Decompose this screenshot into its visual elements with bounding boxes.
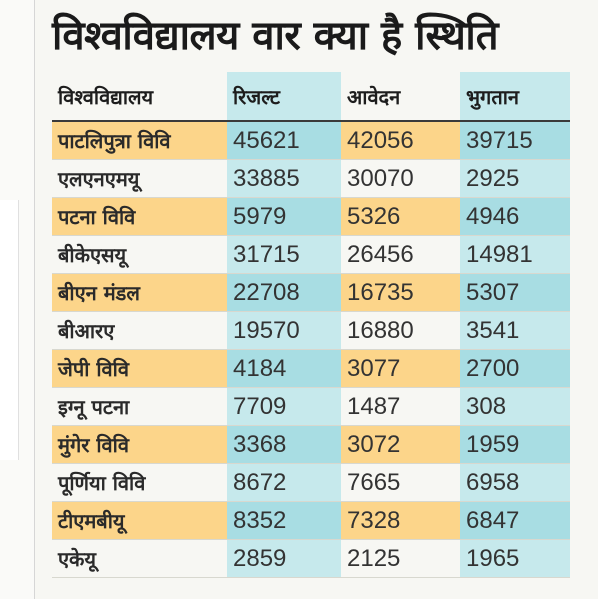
cell-result: 19570 (227, 311, 341, 350)
cell-payment: 1959 (460, 425, 570, 464)
table-row: पूर्णिया विवि 8672 7665 6958 (52, 463, 570, 502)
cell-university: एकेयू (52, 539, 227, 578)
cell-applications: 30070 (341, 159, 460, 198)
cell-university: मुंगेर विवि (52, 425, 227, 464)
cell-university: पूर्णिया विवि (52, 463, 227, 502)
table-row: पटना विवि 5979 5326 4946 (52, 197, 570, 236)
cell-applications: 5326 (341, 197, 460, 236)
cell-result: 33885 (227, 159, 341, 198)
cell-university: टीएमबीयू (52, 501, 227, 540)
cell-applications: 26456 (341, 235, 460, 274)
cell-payment: 2700 (460, 349, 570, 388)
university-table: विश्वविद्यालय रिजल्ट आवेदन भुगतान पाटलिप… (52, 72, 570, 578)
page-title: विश्वविद्यालय वार क्या है स्थिति (52, 13, 499, 59)
cell-result: 8672 (227, 463, 341, 502)
cell-payment: 308 (460, 387, 570, 426)
bottom-cut-text (40, 584, 580, 599)
cell-university: पटना विवि (52, 197, 227, 236)
cell-applications: 7328 (341, 501, 460, 540)
cell-university: जेपी विवि (52, 349, 227, 388)
table-row: बीकेएसयू 31715 26456 14981 (52, 235, 570, 274)
cell-result: 45621 (227, 121, 341, 160)
cell-applications: 3072 (341, 425, 460, 464)
table-row: एलएनएमयू 33885 30070 2925 (52, 159, 570, 198)
cell-result: 22708 (227, 273, 341, 312)
cell-applications: 1487 (341, 387, 460, 426)
table-row: पाटलिपुत्रा विवि 45621 42056 39715 (52, 121, 570, 160)
cell-applications: 16880 (341, 311, 460, 350)
table-row: बीआरए 19570 16880 3541 (52, 311, 570, 350)
header-result: रिजल्ट (227, 72, 341, 122)
table-row: इग्नू पटना 7709 1487 308 (52, 387, 570, 426)
cell-applications: 7665 (341, 463, 460, 502)
table-row: जेपी विवि 4184 3077 2700 (52, 349, 570, 388)
cell-payment: 6958 (460, 463, 570, 502)
cell-university: पाटलिपुत्रा विवि (52, 121, 227, 160)
cell-result: 8352 (227, 501, 341, 540)
cell-result: 5979 (227, 197, 341, 236)
cell-university: इग्नू पटना (52, 387, 227, 426)
cell-result: 4184 (227, 349, 341, 388)
cell-payment: 14981 (460, 235, 570, 274)
cell-result: 2859 (227, 539, 341, 578)
cell-university: बीएन मंडल (52, 273, 227, 312)
table-row: टीएमबीयू 8352 7328 6847 (52, 501, 570, 540)
cell-applications: 16735 (341, 273, 460, 312)
left-page-edge-fold (0, 200, 19, 460)
cell-payment: 39715 (460, 121, 570, 160)
table-header-row: विश्वविद्यालय रिजल्ट आवेदन भुगतान (52, 72, 570, 122)
table-row: मुंगेर विवि 3368 3072 1959 (52, 425, 570, 464)
header-applications: आवेदन (341, 72, 460, 122)
cell-university: बीआरए (52, 311, 227, 350)
header-payment: भुगतान (460, 72, 570, 122)
cell-payment: 6847 (460, 501, 570, 540)
cell-payment: 5307 (460, 273, 570, 312)
cell-university: बीकेएसयू (52, 235, 227, 274)
cell-result: 31715 (227, 235, 341, 274)
table-row: एकेयू 2859 2125 1965 (52, 539, 570, 578)
cell-payment: 3541 (460, 311, 570, 350)
cell-result: 7709 (227, 387, 341, 426)
header-university: विश्वविद्यालय (52, 72, 227, 122)
cell-applications: 3077 (341, 349, 460, 388)
table-row: बीएन मंडल 22708 16735 5307 (52, 273, 570, 312)
cell-payment: 1965 (460, 539, 570, 578)
cell-payment: 2925 (460, 159, 570, 198)
cell-applications: 2125 (341, 539, 460, 578)
cell-university: एलएनएमयू (52, 159, 227, 198)
cell-payment: 4946 (460, 197, 570, 236)
cell-applications: 42056 (341, 121, 460, 160)
left-page-edge (0, 0, 35, 599)
cell-result: 3368 (227, 425, 341, 464)
